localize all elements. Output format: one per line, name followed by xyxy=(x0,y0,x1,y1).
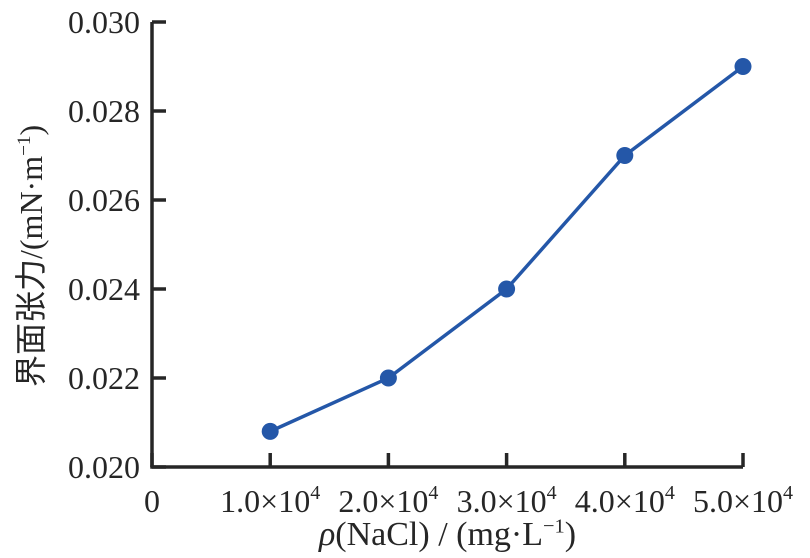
series-line xyxy=(268,64,745,434)
data-point xyxy=(734,58,752,75)
axis-title-part: −1 xyxy=(14,135,36,156)
data-point xyxy=(261,422,279,440)
y-tick-label: 0.030 xyxy=(68,4,140,40)
axis-title-part: 界面张力/(mN·m xyxy=(13,155,49,387)
data-point xyxy=(379,369,397,387)
y-axis-title: 界面张力/(mN·m−1) xyxy=(12,125,50,387)
x-tick-label: 5.0×104 xyxy=(693,482,793,519)
data-point xyxy=(498,280,516,298)
y-tick-label: 0.028 xyxy=(68,93,140,129)
x-tick-label: 0 xyxy=(144,483,160,519)
y-tick-label: 0.026 xyxy=(68,182,140,218)
axis-title-part: ρ xyxy=(318,516,336,553)
y-tick-label: 0.024 xyxy=(68,271,140,307)
y-tick-label: 0.022 xyxy=(68,360,140,396)
y-tick-label: 0.020 xyxy=(68,449,140,485)
data-point xyxy=(616,147,634,164)
x-tick-label: 3.0×104 xyxy=(457,482,557,519)
x-tick-label: 1.0×104 xyxy=(220,482,320,519)
x-tick-label: 4.0×104 xyxy=(575,482,675,519)
axis-title-part: (NaCl) / (mg·L xyxy=(335,516,543,553)
axis-title-part: ) xyxy=(13,124,49,136)
x-axis-title: ρ(NaCl) / (mg·L−1) xyxy=(152,515,743,554)
x-tick-label: 2.0×104 xyxy=(338,482,438,519)
axis-title-part: ) xyxy=(564,516,577,553)
axis-title-part: −1 xyxy=(543,515,565,538)
